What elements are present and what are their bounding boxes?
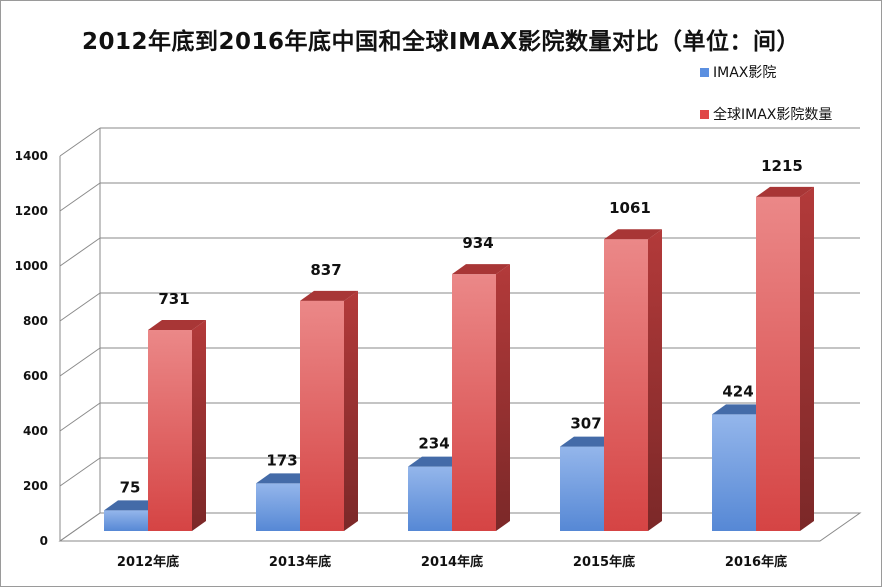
y-tick-label: 200 [23,479,48,493]
bar-s2-c4 [604,239,648,531]
bar-s2-c5-top [756,186,814,197]
data-label-s1-c4: 307 [570,415,601,433]
bar-s1-c1-top [104,500,162,511]
bar-s1-c5-top [712,404,770,415]
bar-s1-c3-top [408,456,466,467]
data-label-s2-c1: 731 [158,290,189,308]
bar-s2-c2-side [344,290,358,531]
bar-s2-c4-top [604,229,662,240]
x-tick-label: 2014年底 [421,554,483,570]
gridline-side [59,127,101,157]
legend-item-series-1: IMAX影院 [700,62,832,82]
gridline-side [59,457,101,487]
y-tick-label: 0 [40,534,48,548]
gridline-side [59,347,101,377]
bar-s1-c4 [560,446,604,531]
bar-s2-c3-top [452,264,510,275]
gridline-side [59,512,101,542]
legend-label-series-1: IMAX影院 [713,65,777,81]
gridline-side [59,182,101,212]
y-tick-label: 1400 [15,149,48,163]
chart-title: 2012年底到2016年底中国和全球IMAX影院数量对比（单位：间） [81,29,800,55]
bar-s1-c4-top [560,436,618,447]
legend-swatch-series-1 [700,67,709,77]
gridline-side [59,292,101,322]
bar-s2-c5-side [800,186,814,531]
bar-s2-c1 [148,329,192,531]
bar-s2-c3 [452,274,496,531]
data-label-s2-c4: 1061 [609,199,651,217]
bar-s1-c3 [408,466,452,531]
bar-s2-c1-top [148,319,206,330]
legend-label-series-2: 全球IMAX影院数量 [713,107,833,123]
y-tick-label: 800 [23,314,48,328]
bar-s2-c5 [756,196,800,531]
gridline-side [59,402,101,432]
legend-swatch-series-2 [700,109,709,119]
bar-s2-c1-side [192,319,206,531]
bar-s2-c3-side [496,264,510,531]
y-tick-label: 400 [23,424,48,438]
x-tick-label: 2013年底 [269,554,331,570]
data-label-s2-c5: 1215 [761,157,803,175]
data-label-s1-c1: 75 [120,478,141,496]
x-tick-label: 2016年底 [725,554,787,570]
bar-s2-c2 [300,300,344,531]
legend: IMAX影院 全球IMAX影院数量 [700,62,832,146]
y-tick-label: 600 [23,369,48,383]
x-tick-label: 2015年底 [573,554,635,570]
x-tick-label: 2012年底 [117,554,179,570]
y-tick-label: 1200 [15,204,48,218]
bar-s1-c2-top [256,473,314,484]
bar-s2-c4-side [648,229,662,531]
bar-s1-c2 [256,483,300,531]
bar-s2-c2-top [300,290,358,301]
data-label-s2-c2: 837 [310,261,341,279]
legend-item-series-2: 全球IMAX影院数量 [700,104,832,124]
bar-s1-c1 [104,510,148,531]
data-label-s2-c3: 934 [462,234,493,252]
gridline-side [59,237,101,267]
y-tick-label: 1000 [15,259,48,273]
data-label-s1-c3: 234 [418,435,449,453]
bar-s1-c5 [712,414,756,531]
data-label-s1-c5: 424 [722,382,753,400]
data-label-s1-c2: 173 [266,451,297,469]
